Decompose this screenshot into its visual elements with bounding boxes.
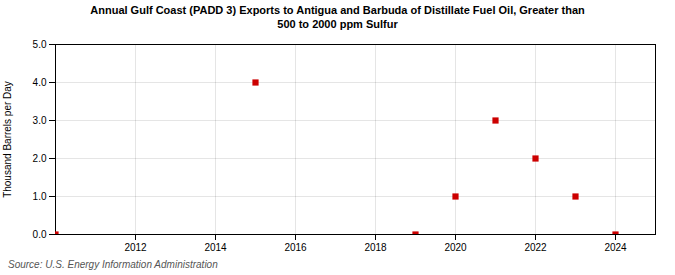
svg-text:2024: 2024 — [604, 241, 627, 252]
svg-text:2022: 2022 — [524, 241, 547, 252]
svg-text:1.0: 1.0 — [33, 190, 47, 201]
html-text:Source: U.S. Energy Informatio: Source: U.S. Energy Information Administ… — [8, 258, 218, 270]
svg-text:4.0: 4.0 — [33, 76, 47, 87]
svg-text:Thousand Barrels per Day: Thousand Barrels per Day — [2, 81, 13, 198]
svg-text:2016: 2016 — [284, 241, 307, 252]
svg-text:2018: 2018 — [364, 241, 387, 252]
html-text:Annual Gulf Coast (PADD 3) Exp: Annual Gulf Coast (PADD 3) Exports to An… — [90, 4, 585, 16]
svg-text:0.0: 0.0 — [33, 228, 47, 239]
svg-text:2020: 2020 — [444, 241, 467, 252]
svg-text:5.0: 5.0 — [33, 38, 47, 49]
html-text:500 to 2000 ppm Sulfur: 500 to 2000 ppm Sulfur — [277, 17, 398, 30]
svg-text:2014: 2014 — [204, 241, 227, 252]
svg-text:2.0: 2.0 — [33, 152, 47, 163]
svg-text:2012: 2012 — [124, 241, 147, 252]
svg-text:3.0: 3.0 — [33, 114, 47, 125]
